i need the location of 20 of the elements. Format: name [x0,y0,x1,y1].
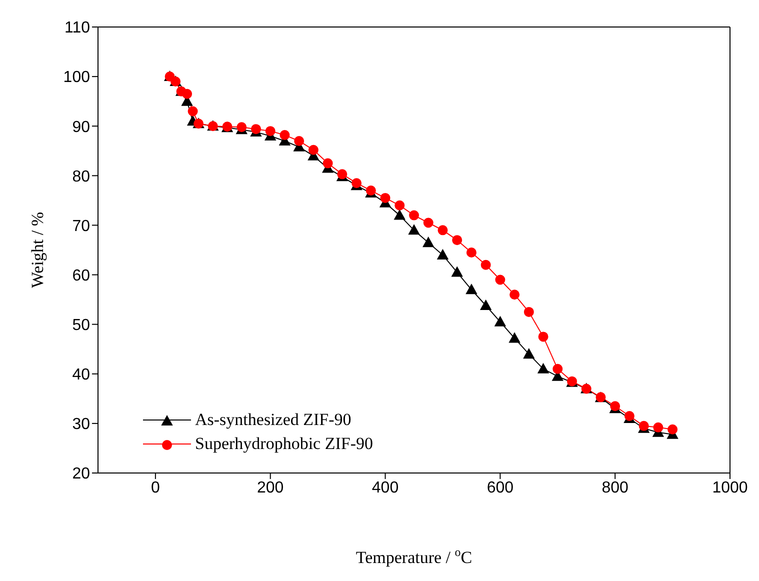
y-tick-label: 110 [64,20,90,37]
y-tick-label: 90 [72,118,90,136]
y-tick-label: 70 [72,218,90,235]
y-tick-label: 100 [63,69,90,86]
y-tick-label: 40 [72,366,90,384]
legend-label: As-synthesized ZIF-90 [195,410,352,430]
x-tick-label: 1000 [712,479,748,496]
y-tick-label: 80 [72,168,90,186]
x-tick-label: 800 [602,479,629,496]
y-tick-label: 30 [72,416,90,434]
y-tick-label: 60 [72,267,90,284]
legend-label: Superhydrophobic ZIF-90 [195,434,374,454]
y-axis-title: Weight / % [28,212,47,288]
y-tick-label: 20 [72,466,90,483]
x-tick-label: 600 [486,479,514,496]
x-tick-label: 400 [372,479,399,496]
y-tick-label: 50 [72,317,90,334]
x-axis-title: Temperature / $^{o}$C [356,545,472,567]
x-tick-label: 200 [257,479,284,496]
x-tick-label: 0 [151,479,160,496]
